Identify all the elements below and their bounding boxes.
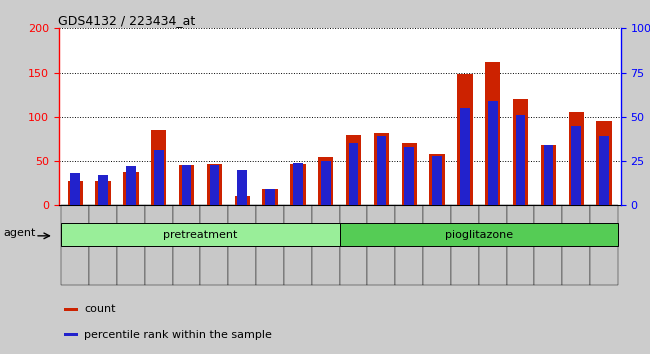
Bar — [126, 166, 136, 205]
Bar — [61, 205, 89, 285]
Bar — [395, 205, 423, 285]
Bar — [543, 145, 553, 205]
Bar — [181, 165, 191, 205]
Bar — [562, 205, 590, 285]
Bar — [423, 205, 451, 285]
Bar — [321, 161, 331, 205]
Bar — [237, 170, 247, 205]
Bar — [515, 115, 525, 205]
Bar — [145, 205, 173, 285]
Bar — [64, 308, 78, 311]
Bar — [485, 62, 500, 205]
Bar — [70, 173, 80, 205]
Bar — [117, 205, 145, 285]
Bar — [506, 205, 534, 285]
Bar — [479, 205, 506, 285]
Bar — [457, 74, 473, 205]
Bar — [404, 147, 414, 205]
Bar — [599, 136, 609, 205]
Bar — [284, 205, 312, 285]
Bar — [89, 205, 117, 285]
Bar — [534, 205, 562, 285]
Bar — [346, 136, 361, 205]
Bar — [265, 189, 275, 205]
Text: GDS4132 / 223434_at: GDS4132 / 223434_at — [58, 14, 196, 27]
Bar — [339, 205, 367, 285]
Bar — [68, 181, 83, 205]
Bar — [367, 205, 395, 285]
Text: pioglitazone: pioglitazone — [445, 229, 513, 240]
Bar — [200, 205, 228, 285]
Bar — [154, 150, 164, 205]
Bar — [513, 99, 528, 205]
Bar — [430, 154, 445, 205]
Bar — [256, 205, 284, 285]
Bar — [374, 133, 389, 205]
FancyBboxPatch shape — [339, 223, 618, 246]
Bar — [64, 333, 78, 336]
Bar — [207, 164, 222, 205]
Bar — [124, 172, 138, 205]
Bar — [348, 143, 358, 205]
Bar — [228, 205, 256, 285]
Bar — [293, 163, 303, 205]
Bar — [318, 156, 333, 205]
Bar — [290, 164, 305, 205]
Bar — [451, 205, 479, 285]
Bar — [488, 101, 498, 205]
Bar — [98, 175, 108, 205]
Text: percentile rank within the sample: percentile rank within the sample — [84, 330, 272, 339]
Bar — [569, 113, 584, 205]
Bar — [151, 130, 166, 205]
Bar — [209, 165, 219, 205]
Bar — [263, 189, 278, 205]
Text: pretreatment: pretreatment — [163, 229, 238, 240]
Bar — [432, 156, 442, 205]
Bar — [571, 126, 581, 205]
FancyBboxPatch shape — [61, 223, 339, 246]
Bar — [312, 205, 339, 285]
Bar — [376, 136, 386, 205]
Bar — [460, 108, 470, 205]
Bar — [541, 145, 556, 205]
Bar — [597, 121, 612, 205]
Bar — [235, 196, 250, 205]
Text: agent: agent — [3, 228, 35, 238]
Bar — [173, 205, 200, 285]
Bar — [590, 205, 618, 285]
Bar — [402, 143, 417, 205]
Bar — [96, 181, 111, 205]
Bar — [179, 166, 194, 205]
Text: count: count — [84, 304, 116, 314]
